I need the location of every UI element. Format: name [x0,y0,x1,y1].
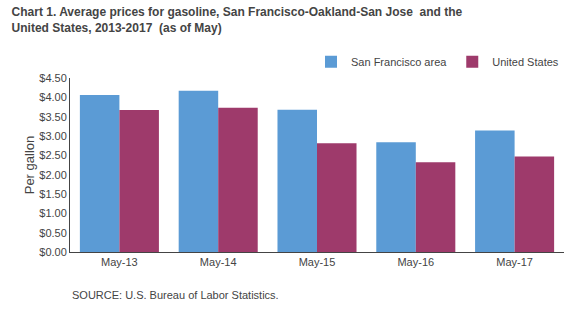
svg-text:SOURCE: U.S. Bureau of Labor S: SOURCE: U.S. Bureau of Labor Statistics. [72,289,279,301]
svg-text:$3.50: $3.50 [39,111,67,123]
svg-text:May-15: May-15 [299,256,336,268]
svg-text:San Francisco area: San Francisco area [351,56,447,68]
svg-text:$4.50: $4.50 [39,72,67,84]
svg-text:$2.50: $2.50 [39,149,67,161]
svg-text:$0.00: $0.00 [39,246,67,258]
svg-text:$1.00: $1.00 [39,207,67,219]
svg-text:$1.50: $1.50 [39,188,67,200]
svg-text:Chart 1. Average prices for ga: Chart 1. Average prices for gasoline, Sa… [12,5,463,35]
svg-text:May-14: May-14 [200,256,237,268]
svg-text:$4.00: $4.00 [39,91,67,103]
svg-text:United States: United States [492,56,559,68]
svg-text:May-17: May-17 [496,256,533,268]
svg-text:Per gallon: Per gallon [22,136,37,195]
svg-text:$0.50: $0.50 [39,227,67,239]
svg-text:$2.00: $2.00 [39,169,67,181]
svg-text:May-13: May-13 [101,256,138,268]
svg-text:May-16: May-16 [397,256,434,268]
svg-text:$3.00: $3.00 [39,130,67,142]
